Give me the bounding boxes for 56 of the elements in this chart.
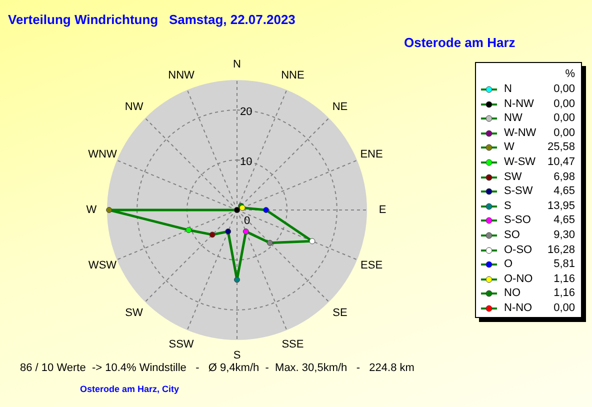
text: 25,58 [547, 141, 575, 154]
text: 6,98 [554, 170, 575, 183]
text: O-SO [504, 244, 532, 256]
spoke-label: SW [125, 306, 144, 319]
spoke-label: ESE [360, 260, 383, 272]
text: NW [504, 112, 522, 124]
y-tick-label: 0 [244, 215, 250, 227]
text: Osterode am Harz [404, 35, 516, 50]
spoke-label: WNW [88, 148, 118, 160]
spoke-label: W [86, 204, 98, 216]
text: N-NO [504, 302, 532, 314]
text: 13,95 [547, 200, 575, 212]
legend-title: % [565, 67, 575, 82]
text: 1,16 [554, 272, 575, 285]
text: 5,81 [554, 258, 575, 270]
spoke-label: ENE [360, 148, 383, 160]
y-tick-label: 20 [240, 106, 252, 118]
text: SO [504, 229, 520, 241]
spoke-label: WSW [88, 260, 118, 272]
spoke-label: NE [332, 101, 348, 114]
spoke-label: SSW [168, 338, 194, 351]
text: NO [504, 287, 520, 300]
y-tick-label: 10 [240, 156, 252, 168]
text: S-SO [504, 214, 531, 226]
text: W-SW [504, 156, 536, 168]
text: O-NO [504, 272, 533, 285]
spoke-label: N [233, 58, 242, 70]
text: 86 / 10 Werte -> 10.4% Windstille - Ø 9,4km/h - Max. 30,5km/h - 224.8 km [20, 362, 414, 374]
spoke-label: NNE [281, 69, 304, 82]
text: 4,65 [554, 214, 575, 226]
chart-title: Verteilung Windrichtung Samstag, 22.07.2023 [8, 12, 296, 27]
text: 16,28 [547, 244, 575, 256]
spoke-label: NNW [168, 69, 196, 82]
text: S-SW [504, 185, 533, 198]
text: S [504, 200, 512, 212]
spoke-label: SSE [282, 338, 304, 351]
text: 1,16 [554, 287, 575, 300]
text: 9,30 [554, 229, 575, 241]
text: W-NW [504, 126, 536, 139]
text: 10,47 [547, 156, 575, 168]
text: 0,00 [554, 126, 575, 139]
text: SW [504, 170, 522, 183]
spoke-label: E [378, 204, 386, 216]
text: 4,65 [554, 185, 575, 198]
text: 0,00 [554, 98, 575, 110]
text: 0,00 [554, 83, 575, 95]
text: Osterode am Harz, City [80, 384, 180, 394]
text: N-NW [504, 98, 534, 110]
spoke-label: SE [332, 306, 348, 319]
spoke-label: S [233, 350, 241, 362]
text: 0,00 [554, 112, 575, 124]
text: O [504, 258, 513, 270]
text: W [504, 141, 514, 154]
text: N [504, 83, 512, 95]
text: 0,00 [554, 302, 575, 314]
spoke-label: NW [124, 101, 144, 114]
